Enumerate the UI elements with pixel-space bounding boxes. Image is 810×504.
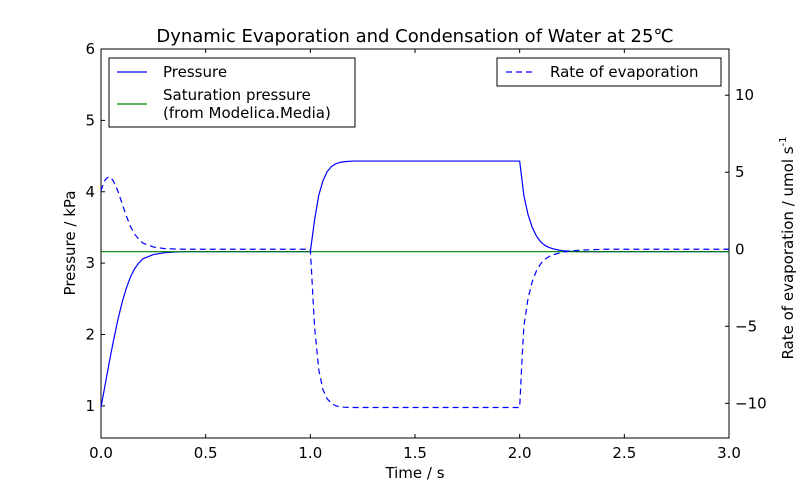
legend-label-saturation: Saturation pressure: [163, 86, 311, 104]
y-right-tick-label: −5: [735, 317, 757, 335]
x-tick-label: 2.0: [508, 444, 532, 462]
legend-right: Rate of evaporation: [496, 57, 722, 87]
x-tick-label: 1.5: [403, 444, 427, 462]
legend-label-evaporation: Rate of evaporation: [550, 63, 698, 81]
x-tick-label: 0.0: [89, 444, 113, 462]
chart-title: Dynamic Evaporation and Condensation of …: [156, 26, 673, 47]
y-left-tick-label: 5: [85, 111, 95, 129]
y-left-tick-label: 1: [85, 397, 95, 415]
legend-right-box: [496, 57, 722, 87]
y-right-tick-label: 5: [735, 163, 745, 181]
y-left-tick-label: 4: [85, 183, 95, 201]
x-axis-label: Time / s: [384, 464, 444, 482]
x-tick-label: 1.0: [298, 444, 322, 462]
y-right-tick-label: 10: [735, 86, 754, 104]
series-line-0: [100, 160, 729, 408]
legend-left-box: [108, 57, 356, 128]
series-line-2: [100, 176, 729, 409]
series-group: [100, 160, 729, 409]
y-left-tick-label: 3: [85, 254, 95, 272]
y-axis-right-label: Rate of evaporation / umol s-1: [778, 136, 797, 359]
legend-label-pressure: Pressure: [163, 63, 227, 81]
y-left-tick-label: 6: [85, 40, 95, 58]
y-right-tick-label: 0: [735, 240, 745, 258]
y-axis-right-label-main: Rate of evaporation / umol s: [779, 146, 797, 359]
x-tick-label: 2.5: [612, 444, 636, 462]
y-axis-left-label: Pressure / kPa: [61, 191, 79, 296]
legend-left: Pressure Saturation pressure (from Model…: [108, 57, 356, 128]
legend-label-saturation-source: (from Modelica.Media): [163, 104, 331, 122]
x-tick-label: 3.0: [717, 444, 741, 462]
y-right-tick-label: −10: [735, 394, 767, 412]
y-left-tick-label: 2: [85, 326, 95, 344]
y-axis-right-label-sup: -1: [778, 136, 789, 146]
ticks-group: 0.0 0.5 1.0 1.5 2.0 2.5 3.0 1 2 3 4 5 6 −10 −5 0 5 10: [85, 40, 766, 462]
x-tick-label: 0.5: [194, 444, 218, 462]
